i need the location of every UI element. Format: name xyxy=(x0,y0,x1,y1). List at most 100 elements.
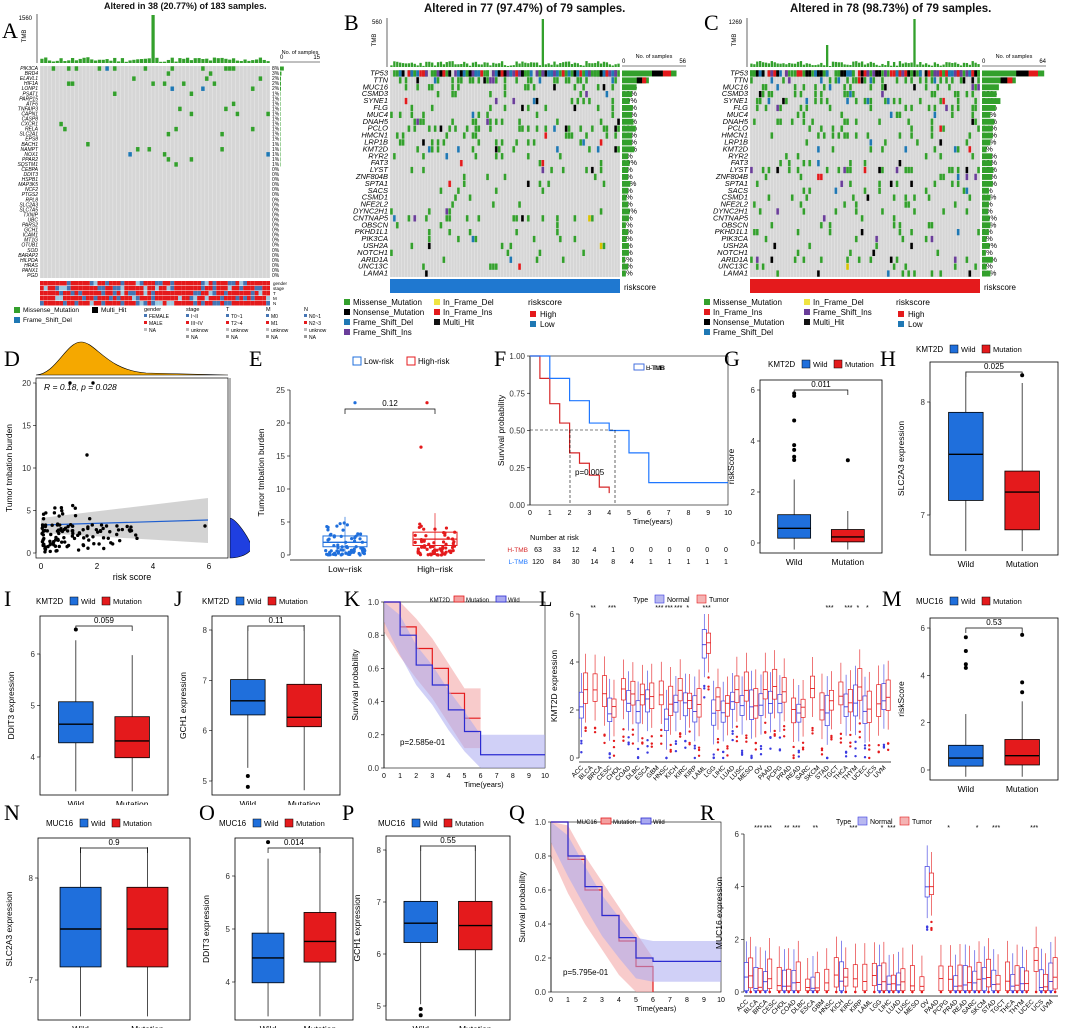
mutation-cell xyxy=(567,70,571,77)
clinical-cell xyxy=(97,281,102,286)
legend-label: Mutation xyxy=(993,345,1022,354)
box-body xyxy=(1010,974,1016,992)
panel-letter: D xyxy=(4,346,20,371)
mutation-cell xyxy=(918,77,922,84)
box-body xyxy=(725,695,730,717)
side-axis-min: 0 xyxy=(280,55,284,61)
mutation-cell xyxy=(258,76,263,81)
mutation-cell xyxy=(410,104,414,112)
legend-swatch xyxy=(266,328,269,331)
legend-swatch xyxy=(600,817,612,825)
legend-label: In_Frame_Del xyxy=(813,298,864,307)
mutation-cell xyxy=(424,70,428,77)
gene-frequency-bar xyxy=(622,84,637,91)
mutation-cell xyxy=(509,70,513,77)
gene-frequency-bar xyxy=(280,71,282,76)
mutation-cell xyxy=(977,125,980,132)
gene-label: BARAP2 xyxy=(18,253,38,259)
box-outlier xyxy=(778,736,782,739)
box-outlier xyxy=(418,1013,423,1018)
gene-frequency-bar xyxy=(982,98,1001,104)
oncoplot-grid xyxy=(390,70,620,277)
mutation-cell xyxy=(451,77,455,84)
gene-label: CXCR1 xyxy=(21,122,38,128)
clinical-cell xyxy=(70,286,75,291)
mutation-cell xyxy=(468,229,472,236)
mutation-cell xyxy=(515,139,519,146)
jitter-point xyxy=(327,537,331,541)
mutation-cell xyxy=(532,235,536,243)
clinical-cell xyxy=(220,291,224,296)
gene-frequency-bar xyxy=(622,222,626,229)
legend-group-title: gender xyxy=(144,307,161,313)
mutation-cell xyxy=(480,70,484,77)
mutation-cell xyxy=(509,256,513,263)
box-outlier xyxy=(769,747,772,750)
mutation-cell xyxy=(793,91,797,98)
gene-label: ZNF804B xyxy=(715,172,748,181)
mutation-cell xyxy=(910,166,914,174)
box-outlier xyxy=(963,662,968,667)
legend-swatch xyxy=(14,307,20,313)
mutation-cell xyxy=(828,222,832,229)
clinical-cell xyxy=(143,291,148,296)
legend-group-title: stage xyxy=(186,307,199,313)
mutation-cell xyxy=(840,125,844,132)
clinical-cell xyxy=(74,296,79,301)
box-outlier xyxy=(820,753,824,756)
mutation-cell xyxy=(590,70,594,77)
tmb-bar xyxy=(562,62,565,67)
mutation-cell xyxy=(752,201,756,208)
mutation-cell xyxy=(816,146,820,153)
tmb-bar xyxy=(550,64,553,67)
clinical-cell xyxy=(174,301,178,306)
box-outlier xyxy=(641,742,644,745)
x-category-label: Mutation xyxy=(1006,784,1039,794)
mutation-cell xyxy=(854,132,858,139)
risk-value: 120 xyxy=(532,559,544,566)
mutation-cell xyxy=(910,180,914,187)
clinical-cell xyxy=(185,296,190,301)
scatter-point xyxy=(115,532,119,537)
gene-percent: 2% xyxy=(272,86,280,92)
mutation-cell xyxy=(854,235,858,243)
mutation-cell xyxy=(828,84,832,91)
box-outlier xyxy=(773,729,776,733)
side-axis-max: 15 xyxy=(313,55,320,61)
mutation-cell xyxy=(112,91,117,96)
scatter-point xyxy=(43,547,48,552)
box-outlier xyxy=(758,990,762,994)
clinical-cell xyxy=(120,286,125,291)
scatter-point xyxy=(91,535,95,539)
mutation-cell xyxy=(596,104,600,112)
box-outlier xyxy=(712,753,715,756)
gene-frequency-bar xyxy=(982,139,991,146)
mutation-cell xyxy=(474,153,478,160)
jitter-point xyxy=(446,536,450,540)
mutation-cell xyxy=(974,97,978,105)
y-tick-label: 4 xyxy=(226,978,231,987)
mutation-cell xyxy=(227,66,232,71)
tmb-bar xyxy=(425,61,428,67)
mutation-cell xyxy=(863,160,867,167)
mutation-cell xyxy=(567,77,571,84)
mutation-cell xyxy=(808,160,812,167)
mutation-cell xyxy=(977,70,980,77)
mutation-cell xyxy=(538,70,542,77)
mutation-cell xyxy=(599,242,603,250)
mutation-cell xyxy=(939,70,943,77)
gene-label: NOX1 xyxy=(24,152,38,158)
gene-frequency-bar xyxy=(622,201,629,208)
mutation-cell xyxy=(550,70,554,77)
mutation-cell xyxy=(506,249,510,256)
legend-label: Wild xyxy=(813,360,828,369)
clinical-cell xyxy=(158,301,163,306)
panel-a: A Altered in 38 (20.77%) of 183 samples.… xyxy=(0,0,340,345)
clinical-cell xyxy=(162,281,167,286)
tmb-bar xyxy=(585,61,588,67)
clinical-cell xyxy=(174,296,178,301)
clinical-cell xyxy=(220,286,224,291)
mutation-cell xyxy=(851,77,855,84)
box-outlier xyxy=(693,744,697,748)
mutation-cell xyxy=(526,125,530,132)
